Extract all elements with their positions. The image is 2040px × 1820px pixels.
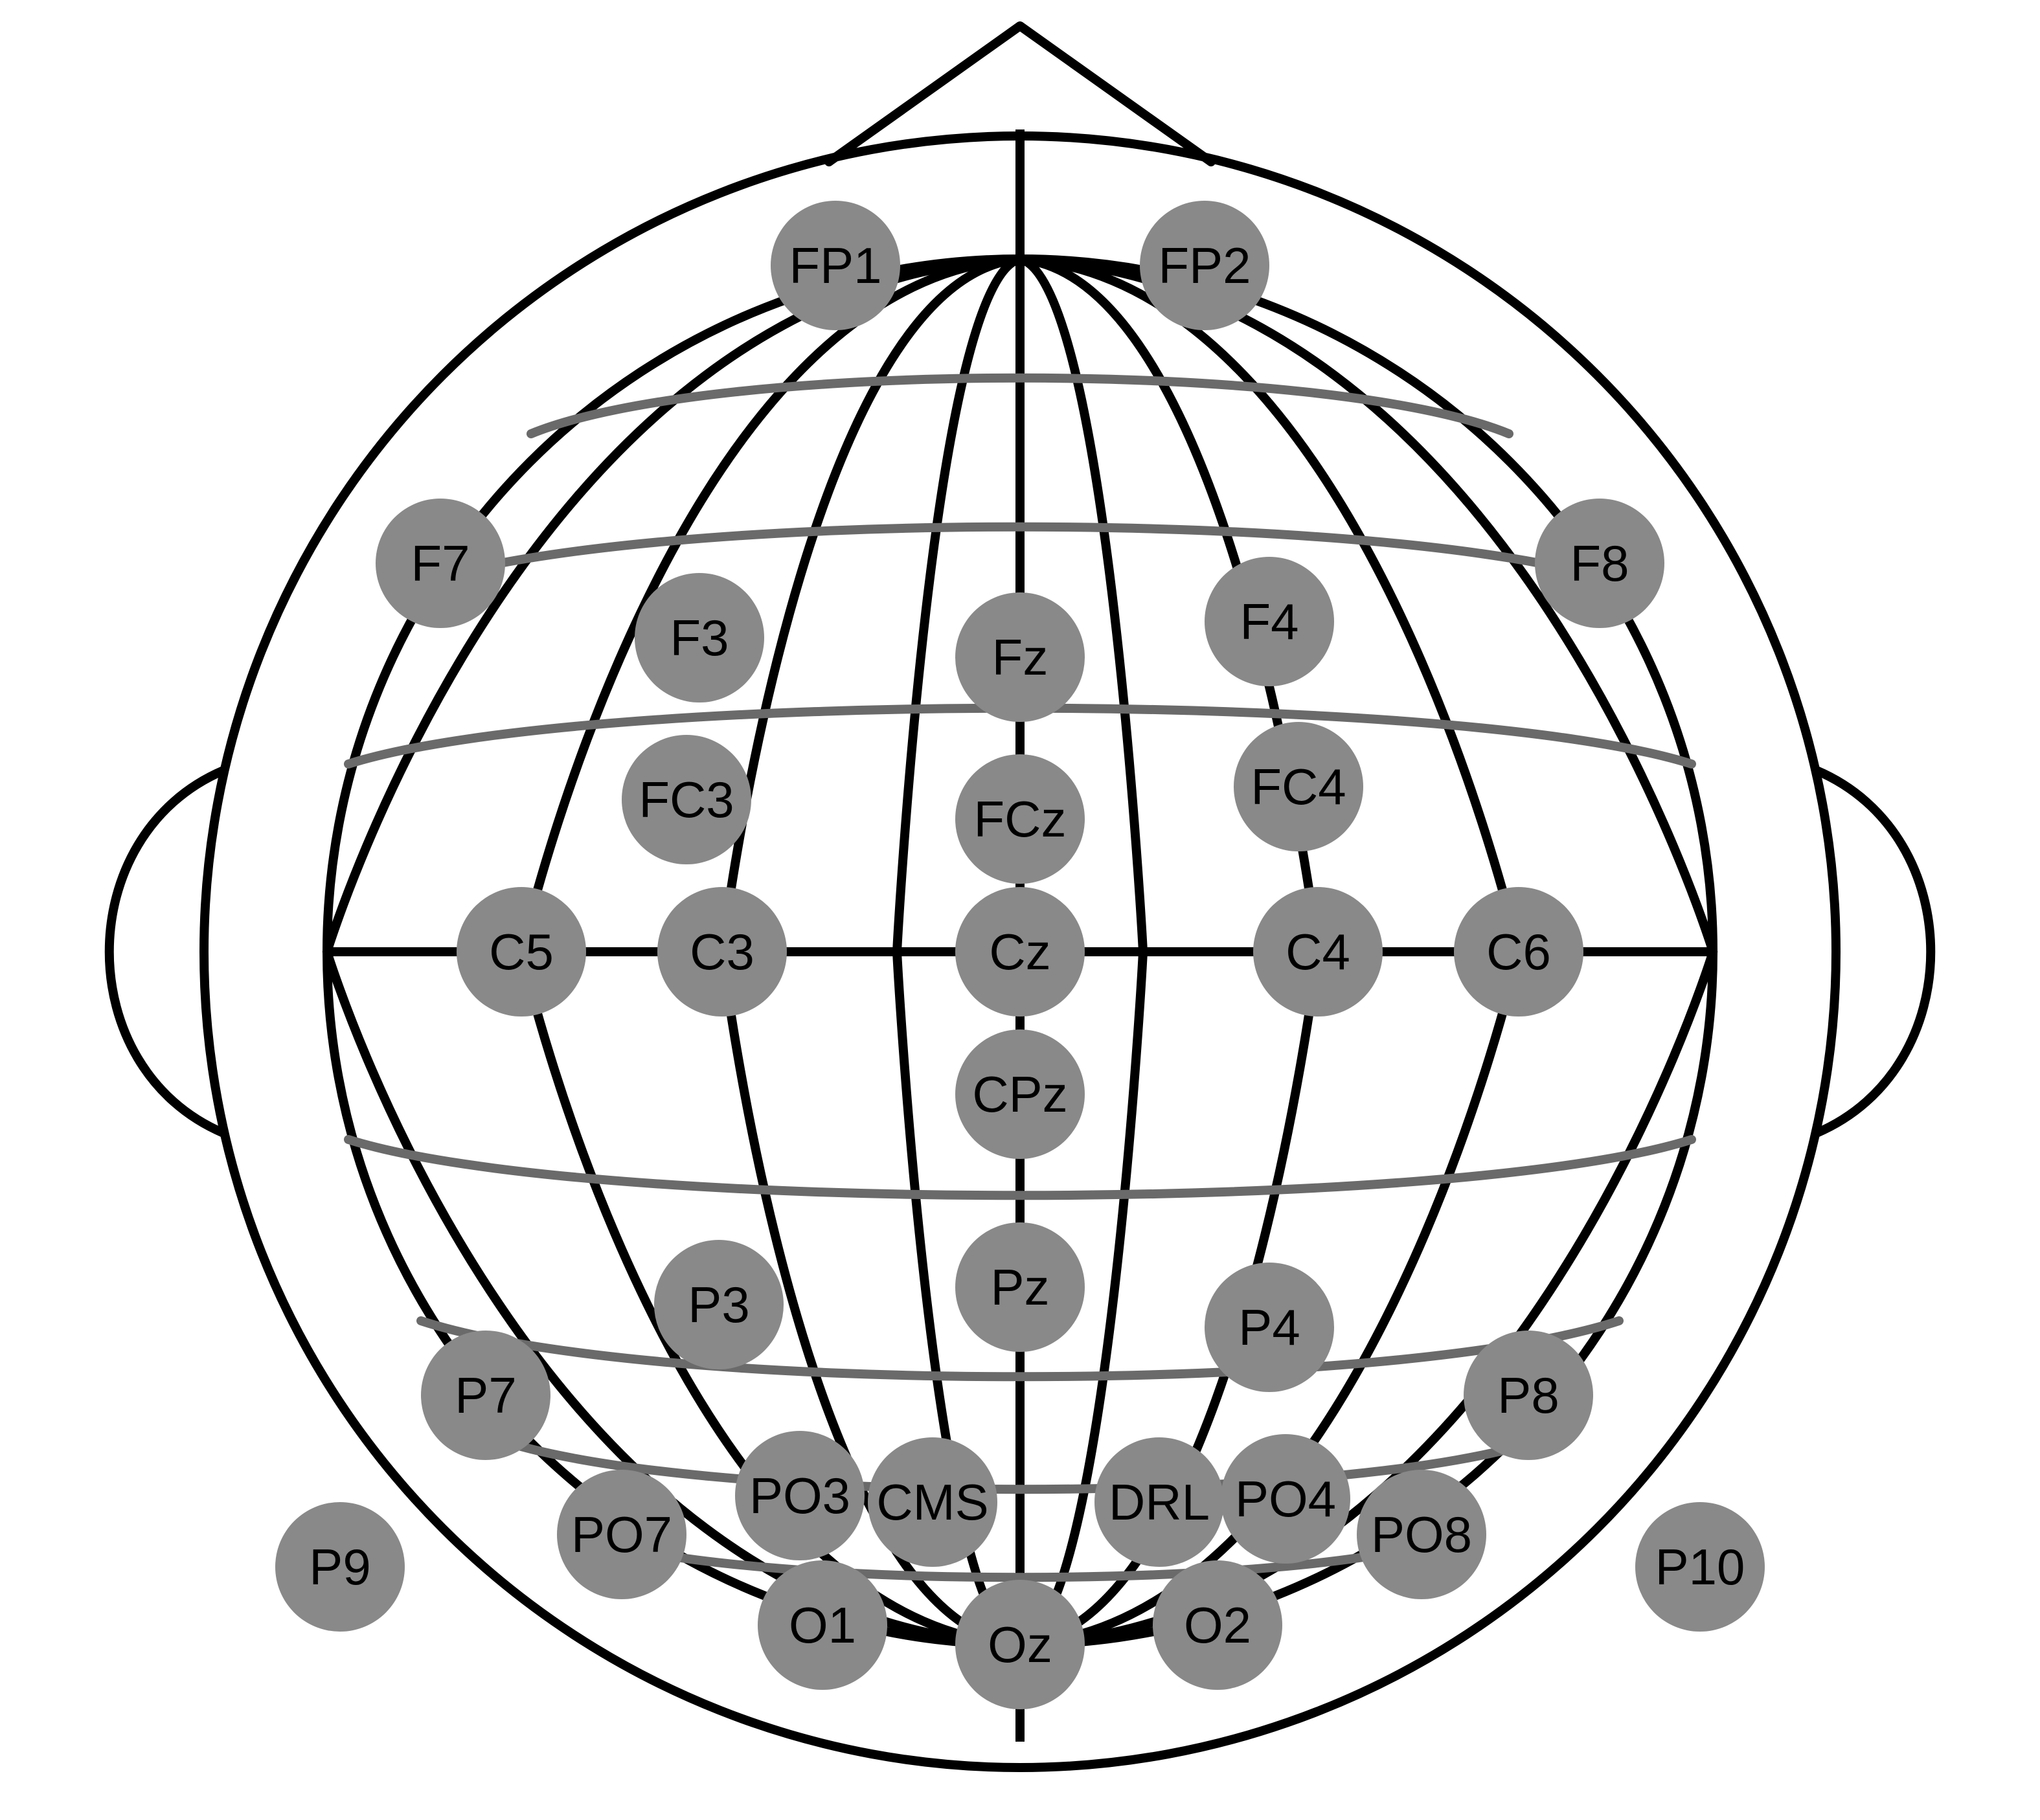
- electrode-PO7: PO7: [557, 1470, 686, 1599]
- electrode-label: PO8: [1371, 1506, 1472, 1563]
- electrode-label: P8: [1497, 1367, 1559, 1424]
- electrode-O1: O1: [758, 1560, 887, 1690]
- electrode-P8: P8: [1464, 1331, 1593, 1460]
- electrode-label: Cz: [989, 923, 1050, 980]
- electrode-FCz: FCz: [955, 754, 1085, 884]
- electrode-label: C3: [690, 923, 754, 980]
- electrode-label: F4: [1240, 593, 1298, 650]
- electrode-label: P7: [455, 1367, 516, 1424]
- electrode-Fz: Fz: [955, 592, 1085, 722]
- electrode-label: C6: [1486, 923, 1551, 980]
- electrode-label: P4: [1238, 1299, 1300, 1356]
- electrode-P3: P3: [654, 1240, 784, 1369]
- electrode-FC3: FC3: [622, 735, 751, 864]
- electrode-label: FC3: [639, 771, 734, 828]
- electrode-PO8: PO8: [1357, 1470, 1486, 1599]
- electrode-FP1: FP1: [771, 201, 900, 330]
- electrode-Oz: Oz: [955, 1580, 1085, 1709]
- electrode-F7: F7: [376, 499, 505, 628]
- electrode-label: FCz: [974, 791, 1067, 848]
- electrode-label: FP2: [1158, 237, 1251, 294]
- electrode-Pz: Pz: [955, 1222, 1085, 1352]
- electrode-PO4: PO4: [1221, 1434, 1350, 1564]
- electrode-O2: O2: [1153, 1560, 1282, 1690]
- electrode-label: PO3: [749, 1467, 850, 1524]
- electrode-label: Pz: [990, 1259, 1049, 1316]
- electrode-label: Fz: [992, 629, 1048, 686]
- electrode-label: F8: [1570, 535, 1629, 592]
- electrode-CPz: CPz: [955, 1029, 1085, 1159]
- electrode-CMS: CMS: [868, 1437, 997, 1567]
- electrode-label: O1: [789, 1597, 856, 1654]
- electrode-FP2: FP2: [1140, 201, 1269, 330]
- electrode-label: CPz: [972, 1066, 1067, 1123]
- electrode-label: DRL: [1109, 1474, 1210, 1531]
- electrode-DRL: DRL: [1094, 1437, 1224, 1567]
- electrode-P4: P4: [1205, 1263, 1334, 1392]
- electrode-C3: C3: [657, 887, 787, 1017]
- electrode-label: FP1: [789, 237, 881, 294]
- electrode-label: PO7: [571, 1506, 672, 1563]
- electrode-Cz: Cz: [955, 887, 1085, 1017]
- electrode-label: Oz: [988, 1616, 1052, 1673]
- electrode-label: F3: [670, 609, 729, 666]
- electrode-label: P10: [1655, 1538, 1745, 1595]
- electrode-F3: F3: [635, 573, 764, 702]
- electrode-FC4: FC4: [1234, 722, 1363, 851]
- electrode-label: P3: [688, 1276, 749, 1333]
- electrode-label: C5: [489, 923, 554, 980]
- electrode-PO3: PO3: [735, 1431, 865, 1560]
- electrode-label: F7: [411, 535, 470, 592]
- electrode-label: O2: [1184, 1597, 1251, 1654]
- electrode-label: CMS: [876, 1474, 988, 1531]
- electrode-P7: P7: [421, 1331, 550, 1460]
- electrode-label: C4: [1286, 923, 1350, 980]
- electrode-F8: F8: [1535, 499, 1664, 628]
- electrode-label: PO4: [1235, 1470, 1336, 1527]
- electrode-label: P9: [309, 1538, 370, 1595]
- electrode-C4: C4: [1253, 887, 1383, 1017]
- electrode-P10: P10: [1635, 1502, 1765, 1632]
- electrode-P9: P9: [275, 1502, 405, 1632]
- electrode-C6: C6: [1454, 887, 1583, 1017]
- electrode-C5: C5: [457, 887, 586, 1017]
- electrode-F4: F4: [1205, 557, 1334, 686]
- electrode-label: FC4: [1251, 758, 1346, 815]
- eeg-electrode-diagram: FP1 FP2 F7 F3 Fz F4 F8 FC3 FCz FC4 C5 C3 Cz C4 C6 CPz P3…: [0, 0, 2040, 1820]
